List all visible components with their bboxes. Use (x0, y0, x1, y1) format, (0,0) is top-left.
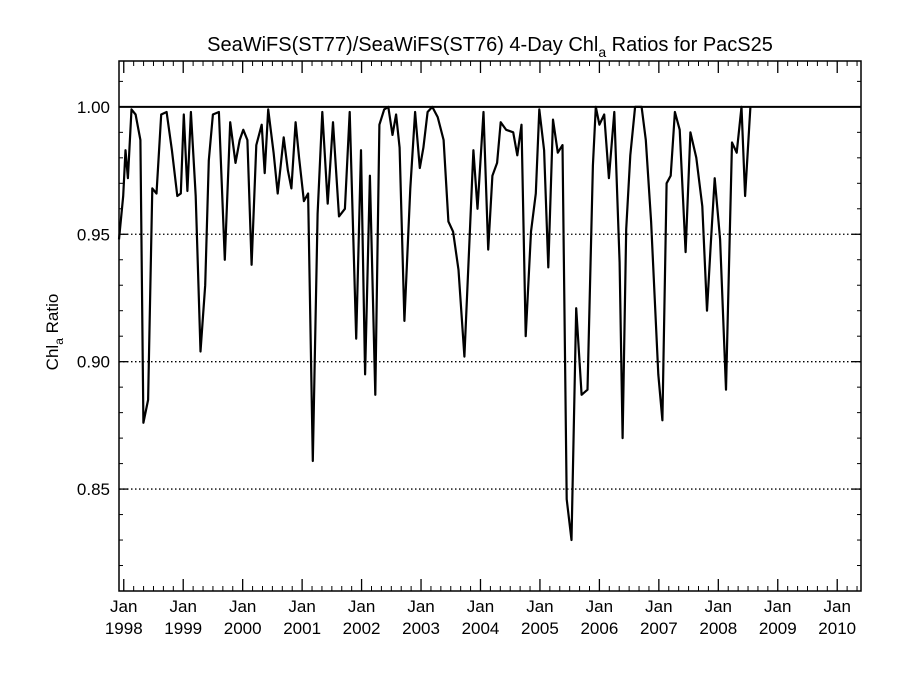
x-tick-label-year: 2008 (699, 619, 737, 638)
x-tick-label-month: Jan (764, 597, 791, 616)
x-tick-label-month: Jan (348, 597, 375, 616)
y-tick-label: 0.90 (77, 353, 110, 372)
chart-title-suffix: Ratios for PacS25 (606, 34, 773, 56)
x-tick-label-month: Jan (407, 597, 434, 616)
x-tick-label-year: 2010 (818, 619, 856, 638)
x-tick-label-year: 2000 (224, 619, 262, 638)
x-tick-label-month: Jan (824, 597, 851, 616)
x-tick-label-year: 2003 (402, 619, 440, 638)
y-axis-label: Chla Ratio (43, 294, 66, 371)
x-tick-label-month: Jan (170, 597, 197, 616)
x-tick-label-year: 2002 (343, 619, 381, 638)
y-tick-label: 0.85 (77, 480, 110, 499)
x-tick-label-year: 1998 (105, 619, 143, 638)
chart-title-subscript: a (598, 44, 606, 60)
x-tick-label-month: Jan (288, 597, 315, 616)
x-tick-label-year: 2004 (462, 619, 500, 638)
x-tick-label-month: Jan (526, 597, 553, 616)
y-axis-label-subscript: a (52, 338, 66, 345)
x-axis: Jan 1998 Jan 1999 Jan 2000 Jan 2001 Jan 2002 Jan 20… (105, 61, 858, 638)
x-tick-label-year: 2001 (283, 619, 321, 638)
x-tick-label-month: Jan (110, 597, 137, 616)
series-line (117, 105, 752, 542)
chart-title: SeaWiFS(ST77)/SeaWiFS(ST76) 4-Day Chla R… (207, 34, 773, 60)
x-tick-label-month: Jan (467, 597, 494, 616)
x-tick-label-year: 1999 (164, 619, 202, 638)
series (117, 105, 752, 542)
chart-title-main: SeaWiFS(ST77)/SeaWiFS(ST76) 4-Day Chl (207, 34, 598, 56)
x-tick-label-month: Jan (705, 597, 732, 616)
x-tick-label-year: 2006 (580, 619, 618, 638)
gridlines (119, 233, 861, 490)
x-tick-label-year: 2005 (521, 619, 559, 638)
y-axis-label-suffix: Ratio (43, 294, 62, 338)
y-axis: 0.85 0.90 0.95 1.00 (77, 80, 861, 567)
x-tick-label-month: Jan (645, 597, 672, 616)
y-tick-label: 0.95 (77, 225, 110, 244)
y-axis-label-main: Chl (43, 345, 62, 371)
x-tick-label-year: 2009 (759, 619, 797, 638)
y-tick-label: 1.00 (77, 98, 110, 117)
x-tick-label-year: 2007 (640, 619, 678, 638)
x-tick-label-month: Jan (229, 597, 256, 616)
x-tick-label-month: Jan (586, 597, 613, 616)
